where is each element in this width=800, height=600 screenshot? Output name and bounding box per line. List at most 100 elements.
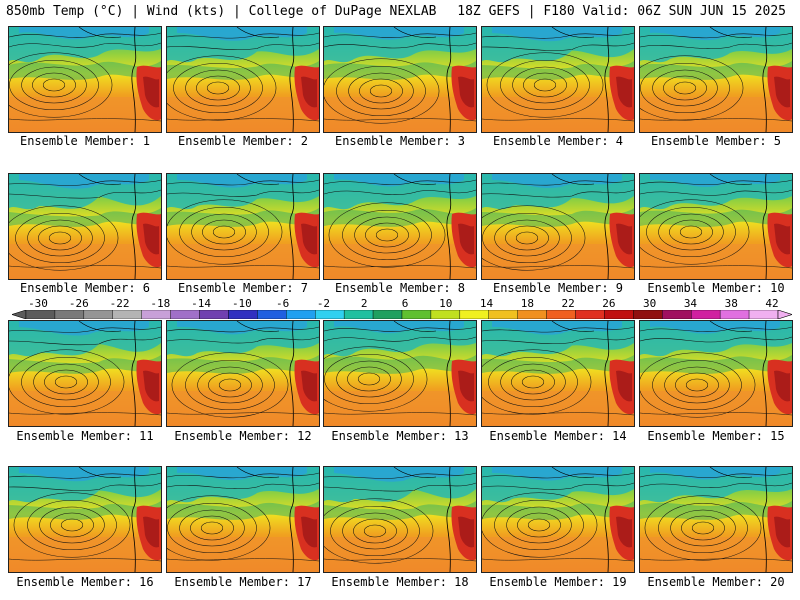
temperature-map (167, 174, 319, 279)
temperature-map (482, 174, 634, 279)
colorbar-swatch (170, 310, 200, 319)
ensemble-map-panel (8, 173, 162, 280)
colorbar-swatch (112, 310, 142, 319)
ensemble-map-panel (481, 173, 635, 280)
colorbar-low-arrow (12, 310, 27, 319)
colorbar-tick-label: 34 (683, 297, 698, 310)
color-scale-bar (12, 310, 792, 319)
ensemble-member-label: Ensemble Member: 7 (177, 281, 309, 295)
temperature-map (482, 467, 634, 572)
ensemble-member-label: Ensemble Member: 11 (16, 429, 154, 443)
colorbar-swatch (662, 310, 692, 319)
colorbar-tick-label: -10 (231, 297, 252, 310)
colorbar-tick-label: 22 (561, 297, 575, 310)
ensemble-map-panel (8, 320, 162, 427)
ensemble-map-panel (639, 26, 793, 133)
colorbar-high-arrow (777, 310, 792, 319)
colorbar-tick-label: 2 (360, 297, 368, 310)
ensemble-member-label: Ensemble Member: 2 (177, 134, 309, 148)
ensemble-map-panel (639, 466, 793, 573)
colorbar-tick-label: -30 (28, 297, 48, 310)
ensemble-map-panel (481, 320, 635, 427)
temperature-map (482, 27, 634, 132)
colorbar-swatch (691, 310, 721, 319)
colorbar-tick-label: 18 (520, 297, 534, 310)
ensemble-member-label: Ensemble Member: 3 (334, 134, 466, 148)
colorbar-tick-label: -2 (316, 297, 331, 310)
ensemble-map-panel (481, 26, 635, 133)
ensemble-member-label: Ensemble Member: 10 (647, 281, 785, 295)
ensemble-member-label: Ensemble Member: 15 (647, 429, 785, 443)
ensemble-map-panel (166, 26, 320, 133)
temperature-map (640, 27, 792, 132)
colorbar-swatch (633, 310, 663, 319)
colorbar-tick-label: 26 (602, 297, 616, 310)
ensemble-map-panel (639, 173, 793, 280)
temperature-map (640, 467, 792, 572)
colorbar-swatch (83, 310, 113, 319)
colorbar-swatch (372, 310, 403, 319)
colorbar-swatch (604, 310, 634, 319)
colorbar-tick-label: -18 (150, 297, 171, 310)
colorbar-swatch (401, 310, 432, 319)
colorbar-swatch (228, 310, 258, 319)
colorbar-swatch (719, 310, 750, 319)
colorbar-tick-label: 14 (479, 297, 494, 310)
colorbar-swatch (25, 310, 56, 319)
temperature-map (167, 467, 319, 572)
ensemble-map-panel (8, 26, 162, 133)
colorbar-tick-label: 42 (765, 297, 779, 310)
temperature-map (324, 321, 476, 426)
valid-time-label: 18Z GEFS | F180 Valid: 06Z SUN JUN 15 20… (457, 4, 786, 19)
ensemble-map-panel (323, 466, 477, 573)
colorbar-tick-label: -22 (109, 297, 130, 310)
ensemble-member-label: Ensemble Member: 20 (647, 575, 785, 589)
colorbar-tick-label: 30 (643, 297, 657, 310)
ensemble-member-label: Ensemble Member: 14 (489, 429, 627, 443)
ensemble-map-panel (323, 320, 477, 427)
ensemble-map-panel (323, 173, 477, 280)
ensemble-member-label: Ensemble Member: 13 (331, 429, 469, 443)
temperature-map (640, 321, 792, 426)
temperature-map (324, 467, 476, 572)
ensemble-member-label: Ensemble Member: 5 (650, 134, 782, 148)
colorbar-tick-label: 6 (401, 297, 409, 310)
colorbar-swatch (141, 310, 171, 319)
ensemble-member-label: Ensemble Member: 4 (492, 134, 624, 148)
temperature-map (324, 27, 476, 132)
temperature-map (9, 27, 161, 132)
colorbar-tick-label: 10 (439, 297, 453, 310)
temperature-map (9, 174, 161, 279)
colorbar-swatch (517, 310, 547, 319)
ensemble-map-panel (8, 466, 162, 573)
ensemble-member-label: Ensemble Member: 16 (16, 575, 154, 589)
colorbar-swatch (286, 310, 316, 319)
ensemble-map-panel (166, 320, 320, 427)
ensemble-member-label: Ensemble Member: 8 (334, 281, 466, 295)
ensemble-map-panel (166, 173, 320, 280)
colorbar-swatch (748, 310, 779, 319)
colorbar-swatch (488, 310, 518, 319)
colorbar-swatch (546, 310, 576, 319)
ensemble-member-label: Ensemble Member: 1 (19, 134, 151, 148)
temperature-map (482, 321, 634, 426)
temperature-map (9, 467, 161, 572)
map-title: 850mb Temp (°C) | Wind (kts) | College o… (6, 4, 437, 19)
colorbar-swatch (430, 310, 461, 319)
ensemble-member-label: Ensemble Member: 12 (174, 429, 312, 443)
ensemble-map-panel (166, 466, 320, 573)
ensemble-member-label: Ensemble Member: 17 (174, 575, 312, 589)
temperature-map (9, 321, 161, 426)
ensemble-map-panel (323, 26, 477, 133)
ensemble-member-label: Ensemble Member: 19 (489, 575, 627, 589)
colorbar-swatch (54, 310, 85, 319)
temperature-map (324, 174, 476, 279)
colorbar-tick-label: -26 (68, 297, 89, 310)
colorbar-swatch (575, 310, 605, 319)
colorbar-tick-label: -6 (276, 297, 290, 310)
ensemble-map-panel (481, 466, 635, 573)
ensemble-member-label: Ensemble Member: 9 (492, 281, 624, 295)
temperature-map (167, 321, 319, 426)
colorbar-swatch (343, 310, 374, 319)
temperature-map (167, 27, 319, 132)
